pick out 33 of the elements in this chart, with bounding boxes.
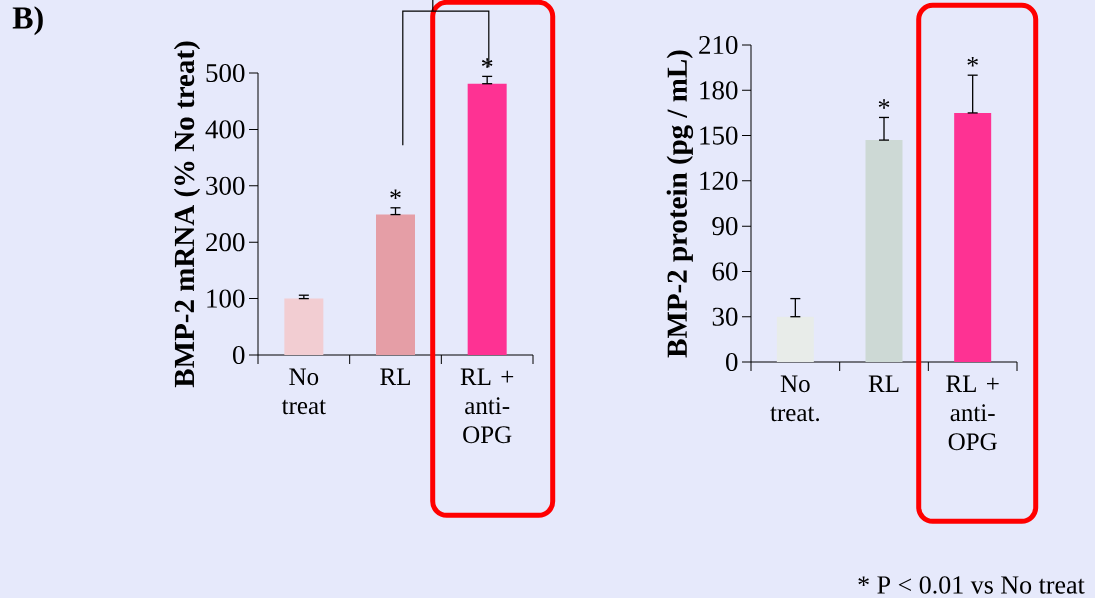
x-tick-label: RL + anti-OPG [460, 368, 514, 444]
y-tick-label: 60 [712, 262, 738, 281]
x-tick-label: RL [868, 375, 899, 392]
y-tick-label: 300 [206, 176, 245, 195]
y-tick-label: 180 [700, 81, 738, 100]
text: * P < 0.01 vs No treat [858, 576, 1085, 594]
x-tick-label: No treat. [770, 375, 820, 422]
y-tick-label: 90 [712, 217, 738, 236]
bar [776, 316, 814, 362]
annotation: * [878, 99, 890, 109]
y-tick-label: 500 [206, 63, 245, 83]
y-tick-label: 120 [700, 171, 738, 190]
x-tick-label: RL [380, 368, 410, 385]
bar [284, 298, 324, 355]
bar [865, 140, 903, 362]
y-axis-title: BMP-2 protein (pg / mL) [666, 50, 694, 358]
bar [376, 214, 415, 355]
annotation: * [390, 189, 401, 200]
y-tick-label: 150 [700, 126, 738, 145]
y-tick-label: 30 [712, 307, 738, 326]
y-tick-label: 100 [207, 289, 245, 308]
x-tick-label: RL + anti-OPG [946, 375, 999, 451]
text: B) [12, 6, 43, 36]
y-tick-label: 400 [205, 120, 245, 139]
bar [467, 83, 507, 355]
y-tick-label: 210 [699, 35, 738, 55]
x-tick-label: No treat [281, 368, 326, 415]
y-tick-label: 0 [233, 345, 245, 365]
y-axis-title: BMP-2 mRNA (% No treat) [173, 41, 201, 388]
bar [954, 112, 992, 362]
y-tick-label: 200 [206, 233, 245, 252]
y-tick-label: 0 [726, 352, 738, 372]
annotation: * [967, 56, 978, 67]
